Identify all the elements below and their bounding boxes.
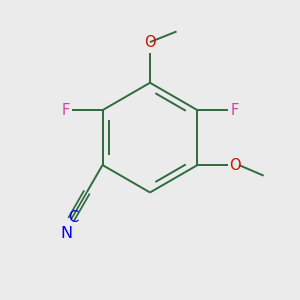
Text: O: O: [144, 35, 156, 50]
Text: O: O: [229, 158, 241, 172]
Text: N: N: [60, 226, 72, 241]
Text: F: F: [61, 103, 70, 118]
Text: C: C: [68, 210, 78, 225]
Text: F: F: [230, 103, 239, 118]
